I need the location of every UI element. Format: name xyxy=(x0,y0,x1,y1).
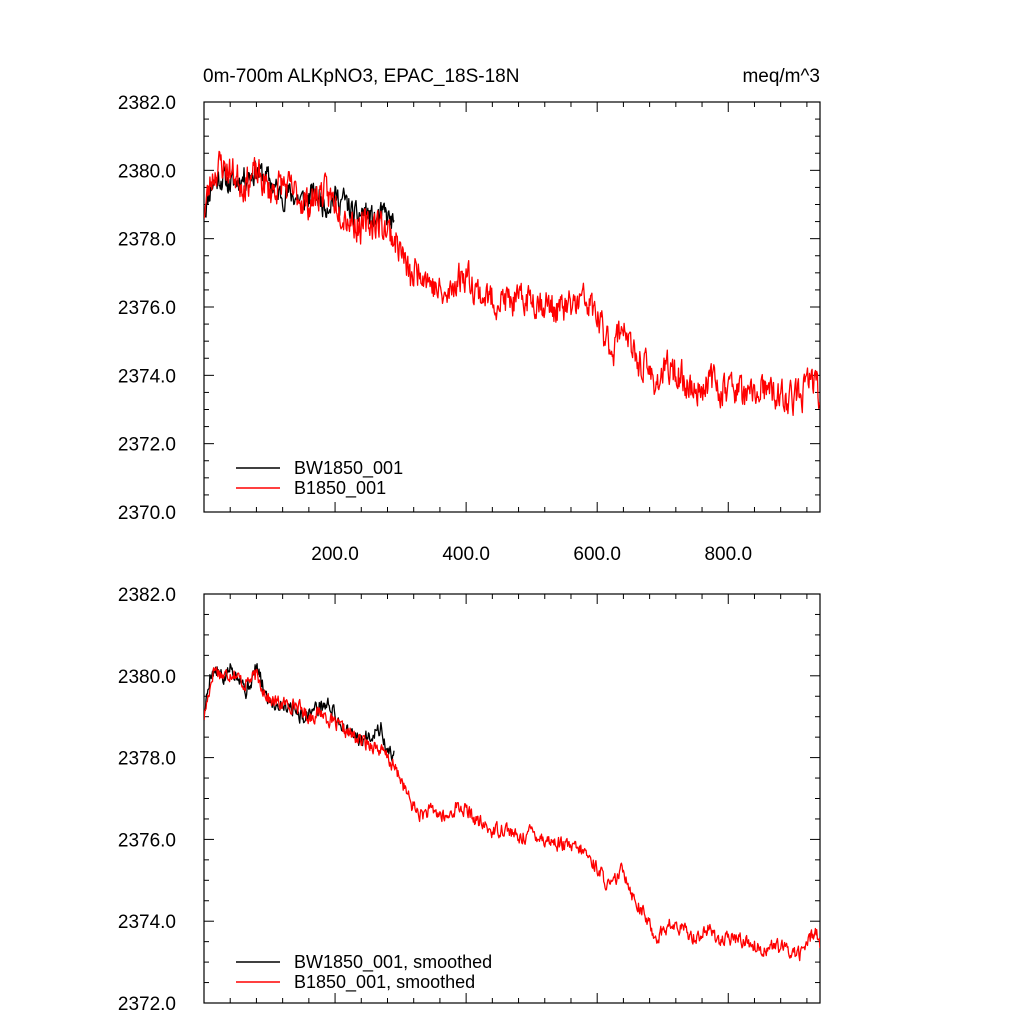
legend-label: B1850_001, smoothed xyxy=(294,972,475,993)
legend-label: B1850_001 xyxy=(294,478,386,499)
y-tick-label: 2380.0 xyxy=(118,161,176,182)
y-tick-label: 2382.0 xyxy=(118,585,176,606)
units-label: meq/m^3 xyxy=(742,66,820,87)
x-tick-label: 400.0 xyxy=(442,544,490,565)
y-tick-label: 2378.0 xyxy=(118,749,176,770)
y-tick-label: 2374.0 xyxy=(118,912,176,933)
y-tick-label: 2378.0 xyxy=(118,230,176,251)
x-tick-label: 800.0 xyxy=(704,544,752,565)
y-tick-label: 2376.0 xyxy=(118,830,176,851)
x-tick-label: 600.0 xyxy=(573,544,621,565)
y-tick-label: 2372.0 xyxy=(118,994,176,1015)
y-tick-label: 2370.0 xyxy=(118,503,176,524)
x-tick-label: 200.0 xyxy=(311,544,359,565)
y-tick-label: 2376.0 xyxy=(118,298,176,319)
series-line-b1850-001 xyxy=(204,150,820,416)
legend-label: BW1850_001 xyxy=(294,458,403,479)
y-tick-label: 2372.0 xyxy=(118,435,176,456)
legend-label: BW1850_001, smoothed xyxy=(294,952,492,973)
y-tick-label: 2380.0 xyxy=(118,667,176,688)
y-tick-label: 2374.0 xyxy=(118,366,176,387)
chart-title: 0m-700m ALKpNO3, EPAC_18S-18N xyxy=(203,66,519,87)
plot-frame-1 xyxy=(203,593,821,1004)
y-tick-label: 2382.0 xyxy=(118,93,176,114)
series-line-b1850-001-smoothed xyxy=(204,666,820,962)
